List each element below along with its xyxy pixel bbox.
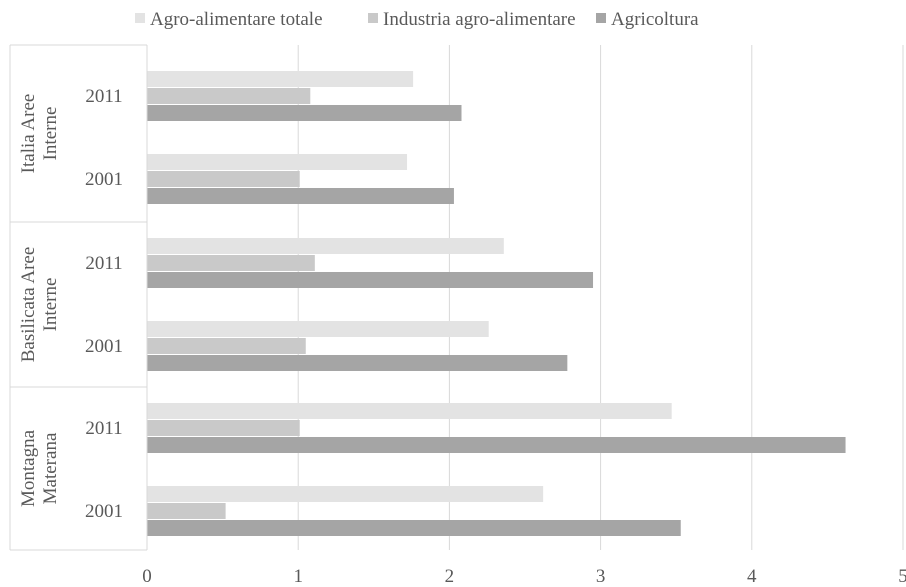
bar <box>147 88 311 104</box>
group-label: Italia AreeInterne <box>18 94 61 174</box>
group-label: MontagnaMaterana <box>18 429 61 507</box>
legend-label: Agricoltura <box>611 9 699 30</box>
bar <box>147 238 504 254</box>
x-tick-label: 1 <box>293 566 303 587</box>
legend-label: Agro-alimentare totale <box>150 9 323 30</box>
bar <box>147 255 315 271</box>
year-label: 2001 <box>85 501 123 522</box>
year-label: 2001 <box>85 336 123 357</box>
bar <box>147 171 300 187</box>
group-label: Basilicata AreeInterne <box>18 247 61 363</box>
bar <box>147 420 300 436</box>
bar <box>147 486 544 502</box>
bar <box>147 437 846 453</box>
bar <box>147 188 454 204</box>
axes: 0 1 2 3 4 5 2011 2001 Italia AreeInterne 2011 2001… <box>9 44 906 587</box>
legend-swatch <box>596 13 606 23</box>
year-label: 2011 <box>85 418 122 439</box>
year-label: 2011 <box>85 86 122 107</box>
gridlines <box>297 45 904 550</box>
legend-swatch <box>135 13 145 23</box>
bar <box>147 403 672 419</box>
year-label: 2011 <box>85 253 122 274</box>
legend-swatch <box>368 13 378 23</box>
bar <box>147 105 462 121</box>
bar <box>147 321 489 337</box>
x-tick-label: 0 <box>142 566 152 587</box>
x-tick-label: 4 <box>747 566 757 587</box>
bar <box>147 71 414 87</box>
bar <box>147 520 681 536</box>
x-tick-label: 2 <box>445 566 455 587</box>
bars <box>147 71 846 536</box>
x-tick-label: 5 <box>898 566 906 587</box>
bar <box>147 338 306 354</box>
legend: Agro-alimentare totale Industria agro-ali… <box>135 9 699 30</box>
bar <box>147 503 226 519</box>
bar <box>147 355 568 371</box>
x-tick-label: 3 <box>596 566 606 587</box>
year-label: 2001 <box>85 169 123 190</box>
bar <box>147 154 408 170</box>
legend-label: Industria agro-alimentare <box>383 9 576 30</box>
bar <box>147 272 594 288</box>
